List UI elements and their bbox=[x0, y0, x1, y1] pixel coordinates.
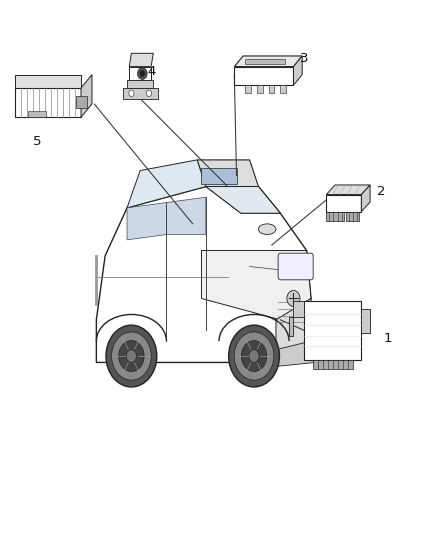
Bar bbox=[346, 212, 359, 221]
Polygon shape bbox=[15, 75, 81, 88]
Circle shape bbox=[140, 70, 145, 77]
Circle shape bbox=[234, 332, 274, 380]
Circle shape bbox=[112, 332, 151, 380]
Polygon shape bbox=[326, 185, 370, 195]
Text: 4: 4 bbox=[147, 66, 155, 78]
Bar bbox=[245, 85, 251, 93]
Bar bbox=[245, 59, 285, 64]
Bar bbox=[304, 301, 361, 360]
Bar bbox=[268, 85, 274, 93]
Polygon shape bbox=[361, 185, 370, 212]
Polygon shape bbox=[293, 301, 304, 317]
FancyBboxPatch shape bbox=[278, 253, 313, 280]
Text: 5: 5 bbox=[33, 135, 42, 148]
Circle shape bbox=[241, 341, 267, 372]
Polygon shape bbox=[234, 67, 293, 85]
Bar bbox=[123, 88, 158, 99]
Polygon shape bbox=[129, 53, 153, 67]
Bar bbox=[326, 195, 361, 212]
Circle shape bbox=[287, 290, 300, 306]
Bar bbox=[326, 212, 344, 221]
Polygon shape bbox=[127, 203, 166, 240]
Text: 1: 1 bbox=[383, 332, 392, 345]
Polygon shape bbox=[127, 80, 153, 88]
Bar bbox=[76, 96, 87, 108]
Ellipse shape bbox=[258, 224, 276, 235]
Polygon shape bbox=[166, 197, 206, 235]
Polygon shape bbox=[127, 160, 206, 208]
Bar bbox=[28, 111, 46, 117]
Polygon shape bbox=[276, 298, 311, 352]
Polygon shape bbox=[206, 187, 280, 213]
Text: 2: 2 bbox=[377, 185, 385, 198]
Polygon shape bbox=[197, 160, 258, 187]
Circle shape bbox=[229, 325, 279, 387]
Polygon shape bbox=[81, 75, 92, 117]
Circle shape bbox=[249, 350, 259, 362]
Bar bbox=[313, 360, 353, 369]
Polygon shape bbox=[234, 56, 302, 67]
Circle shape bbox=[138, 68, 147, 79]
Polygon shape bbox=[361, 309, 370, 333]
Bar bbox=[129, 67, 151, 80]
Polygon shape bbox=[289, 317, 293, 336]
Bar bbox=[280, 85, 286, 93]
Polygon shape bbox=[201, 251, 311, 320]
Text: 3: 3 bbox=[300, 52, 309, 65]
Circle shape bbox=[106, 325, 157, 387]
Circle shape bbox=[146, 90, 152, 96]
Circle shape bbox=[119, 341, 144, 372]
Bar bbox=[201, 168, 237, 184]
Polygon shape bbox=[206, 187, 280, 213]
Polygon shape bbox=[96, 187, 311, 362]
Bar bbox=[257, 85, 263, 93]
Polygon shape bbox=[263, 341, 315, 368]
Circle shape bbox=[129, 90, 134, 96]
Polygon shape bbox=[293, 56, 302, 85]
Bar bbox=[15, 88, 81, 117]
Circle shape bbox=[126, 350, 137, 362]
